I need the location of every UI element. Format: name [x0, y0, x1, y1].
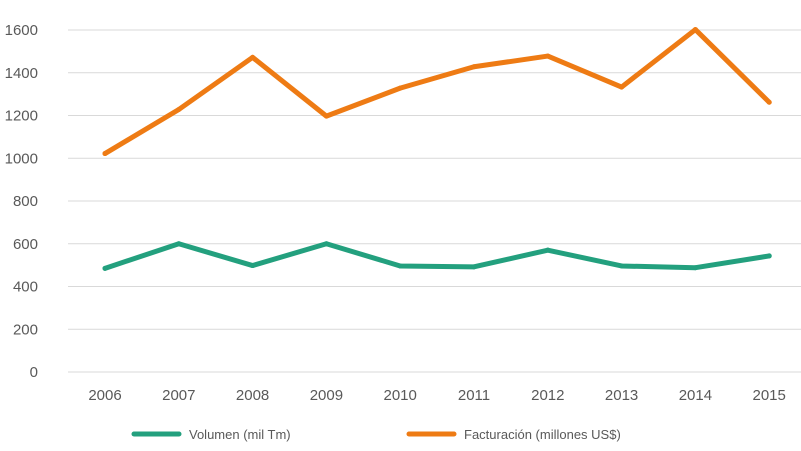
y-tick-label: 400 — [13, 279, 38, 296]
data-point — [766, 99, 772, 105]
data-point — [176, 107, 182, 113]
x-tick-label: 2010 — [384, 387, 417, 404]
y-tick-label: 1600 — [5, 22, 38, 39]
data-point — [397, 263, 403, 269]
x-tick-label: 2011 — [458, 387, 490, 404]
data-point — [102, 265, 108, 271]
y-tick-label: 1000 — [5, 150, 38, 167]
chart-series — [102, 27, 772, 271]
data-point — [250, 263, 256, 269]
series-line-1 — [102, 27, 772, 157]
legend-label-volumen: Volumen (mil Tm) — [189, 427, 291, 442]
data-point — [692, 27, 698, 33]
data-point — [471, 64, 477, 70]
series-line-0 — [102, 241, 772, 271]
data-point — [323, 113, 329, 119]
x-tick-label: 2007 — [162, 387, 195, 404]
data-point — [397, 85, 403, 91]
data-point — [102, 151, 108, 157]
x-tick-label: 2012 — [531, 387, 564, 404]
y-gridlines — [68, 29, 801, 373]
data-point — [323, 241, 329, 247]
x-tick-label: 2009 — [310, 387, 343, 404]
x-tick-label: 2006 — [88, 387, 121, 404]
x-axis-ticks: 2006 2007 2008 2009 2010 2011 2012 2013 2014 2015 — [88, 387, 786, 404]
data-point — [176, 241, 182, 247]
data-point — [545, 53, 551, 59]
x-tick-label: 2013 — [605, 387, 638, 404]
data-point — [471, 264, 477, 270]
x-tick-label: 2014 — [679, 387, 712, 404]
data-point — [250, 54, 256, 60]
legend-label-facturacion: Facturación (millones US$) — [464, 427, 621, 442]
chart-legend: Volumen (mil Tm) Facturación (millones U… — [131, 427, 621, 442]
y-tick-label: 1200 — [5, 108, 38, 125]
data-point — [545, 247, 551, 253]
data-point — [692, 265, 698, 271]
y-tick-label: 0 — [30, 364, 38, 381]
x-tick-label: 2015 — [753, 387, 786, 404]
y-axis-ticks: 0 200 400 600 800 1000 1200 1400 1600 — [5, 22, 38, 381]
y-tick-label: 600 — [13, 236, 38, 253]
x-tick-label: 2008 — [236, 387, 269, 404]
data-point — [619, 84, 625, 90]
y-tick-label: 800 — [13, 193, 38, 210]
y-tick-label: 200 — [13, 321, 38, 338]
data-point — [619, 263, 625, 269]
data-point — [766, 253, 772, 259]
y-tick-label: 1400 — [5, 65, 38, 82]
